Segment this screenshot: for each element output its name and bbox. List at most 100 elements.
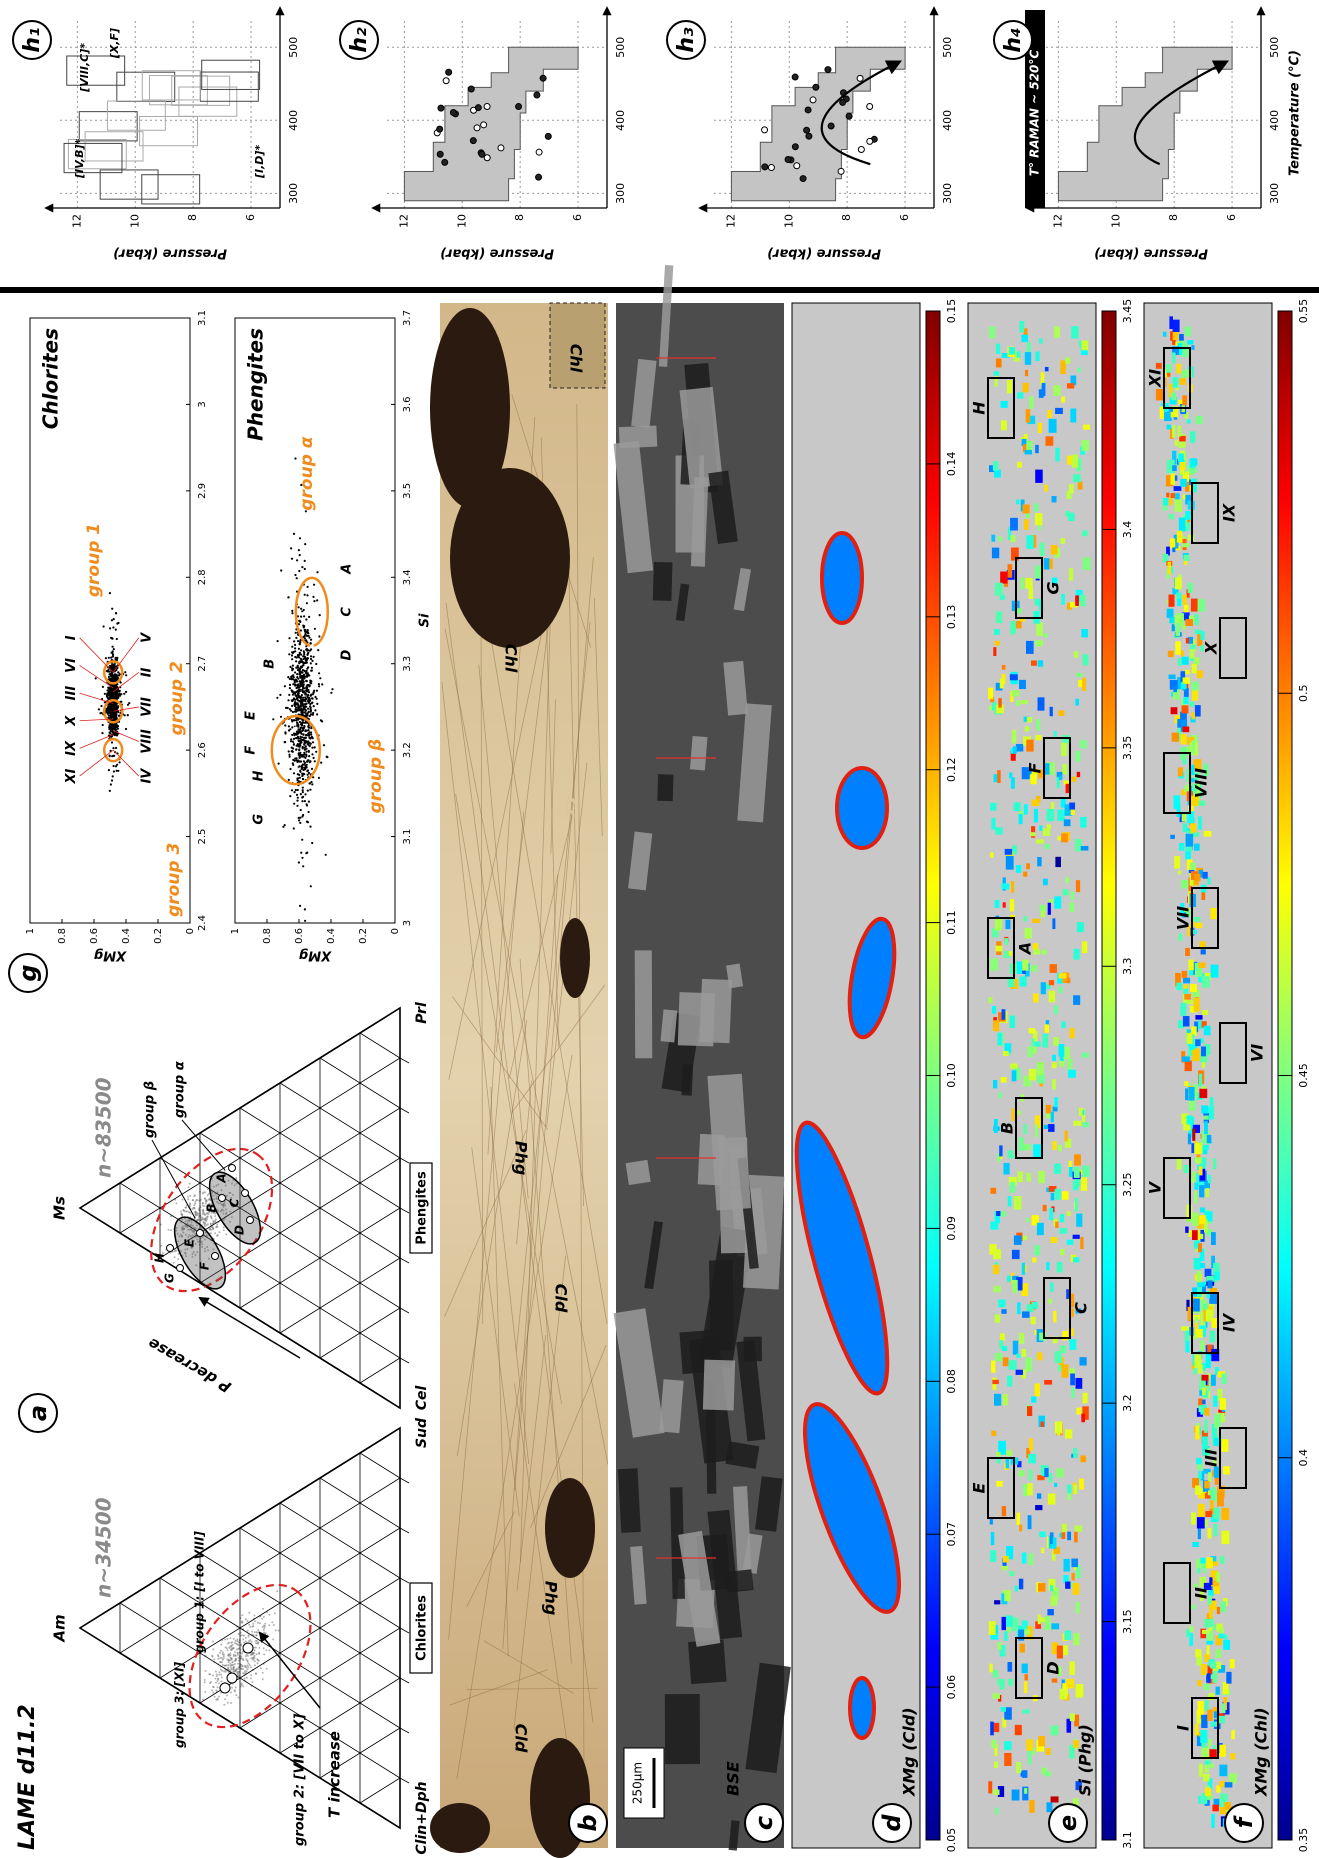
composition-dot [246,1620,249,1622]
composition-dot [257,1629,260,1632]
composition-dot [241,1665,244,1668]
ternary-grid [239,1627,401,1729]
roi-label: III [1202,1449,1221,1467]
scatter-dot [294,573,297,577]
field-outline [188,1583,312,1729]
scatter-dot [303,753,306,756]
map-pixel [1020,577,1024,590]
map-pixel [1052,918,1056,930]
map-pixel [1166,364,1172,373]
map-pixel [1082,654,1089,666]
map-pixel [1002,1394,1008,1406]
composition-dot [240,1655,243,1658]
scatter-dot [294,631,297,634]
map-pixel [1019,1524,1023,1532]
leader [151,1139,196,1219]
ternary-tick [399,1057,410,1064]
pt-point [839,98,847,106]
map-pixel [1051,1678,1058,1683]
panel-title: XMg (Cld) [900,1707,919,1797]
map-pixel [1194,629,1202,635]
scatter-dot [114,711,118,714]
scatter-dot [107,675,111,678]
map-pixel [1038,389,1044,398]
map-pixel [1027,1515,1032,1530]
composition-dot [237,1662,240,1665]
scatter-dot [100,704,103,708]
map-pixel [991,818,996,830]
map-pixel [1046,824,1051,829]
map-pixel [1191,712,1196,720]
composition-dot [197,1212,200,1215]
map-pixel [1203,1683,1210,1691]
map-pixel [1055,407,1063,414]
roi-label: H [970,401,989,415]
composition-dot [226,1649,229,1652]
scatter-dot [112,725,115,728]
composition-dot [209,1222,212,1225]
map-pixel [1189,1626,1194,1633]
pt-point [474,104,482,112]
map-pixel [1057,1364,1062,1372]
roi-label: X [1202,641,1221,655]
bse-grain [725,1569,754,1593]
map-pixel [1213,1158,1217,1170]
scatter-dot [111,637,114,640]
map-pixel [1019,1137,1025,1151]
composition-dot [197,1218,200,1221]
map-pixel [1202,1629,1210,1634]
composition-dot [259,1622,261,1625]
map-pixel [1182,543,1190,548]
composition-dot [181,1227,184,1230]
scatter-dot [305,750,308,753]
x-axis-label: Si [418,613,433,627]
map-pixel [1023,1124,1027,1135]
map-pixel [1195,1485,1201,1495]
x-tick-label: 500 [941,37,954,58]
composition-dot [219,1661,222,1663]
map-pixel [1172,319,1180,332]
scatter-dot [276,696,279,699]
scatter-dot [317,682,320,686]
composition-dot [192,1251,195,1254]
map-pixel [1175,623,1181,637]
scatter-dot [309,655,313,658]
scatter-dot [111,711,115,714]
scale-label: 250µm [631,1762,645,1804]
map-pixel [1195,415,1203,425]
x-tick-label: 3 [197,401,208,407]
scatter-dot [295,719,298,722]
scatter-dot [116,656,119,659]
composition-dot [245,1676,248,1679]
scatter-dot [301,800,304,803]
composition-dot [210,1216,213,1219]
map-pixel [1017,1302,1021,1315]
scatter-dot [318,613,321,617]
map-pixel [1064,1630,1072,1641]
map-pixel [1005,919,1011,930]
composition-dot [235,1177,238,1179]
colorbar-label: 0.06 [945,1675,958,1700]
scatter-dot [294,643,297,646]
x-tick-label: 300 [1268,183,1281,204]
map-pixel [1027,1483,1033,1496]
scatter-dot [123,714,126,717]
scatter-dot [110,656,113,659]
map-pixel [1025,409,1031,423]
map-pixel [1036,839,1044,844]
map-pixel [1001,1506,1007,1517]
map-pixel [1030,1316,1036,1325]
composition-dot [226,1642,229,1645]
scatter-dot [291,667,294,670]
composition-dot [175,1229,178,1232]
scatter-dot [310,638,313,641]
scatter-dot [112,679,116,682]
map-pixel [1069,1661,1075,1675]
map-pixel [1047,1493,1056,1505]
scatter-dot [300,713,303,716]
map-pixel [988,1621,996,1635]
map-pixel [1188,1086,1195,1101]
map-patch [835,766,889,850]
composition-dot [181,1235,184,1237]
scatter-dot [108,591,112,595]
